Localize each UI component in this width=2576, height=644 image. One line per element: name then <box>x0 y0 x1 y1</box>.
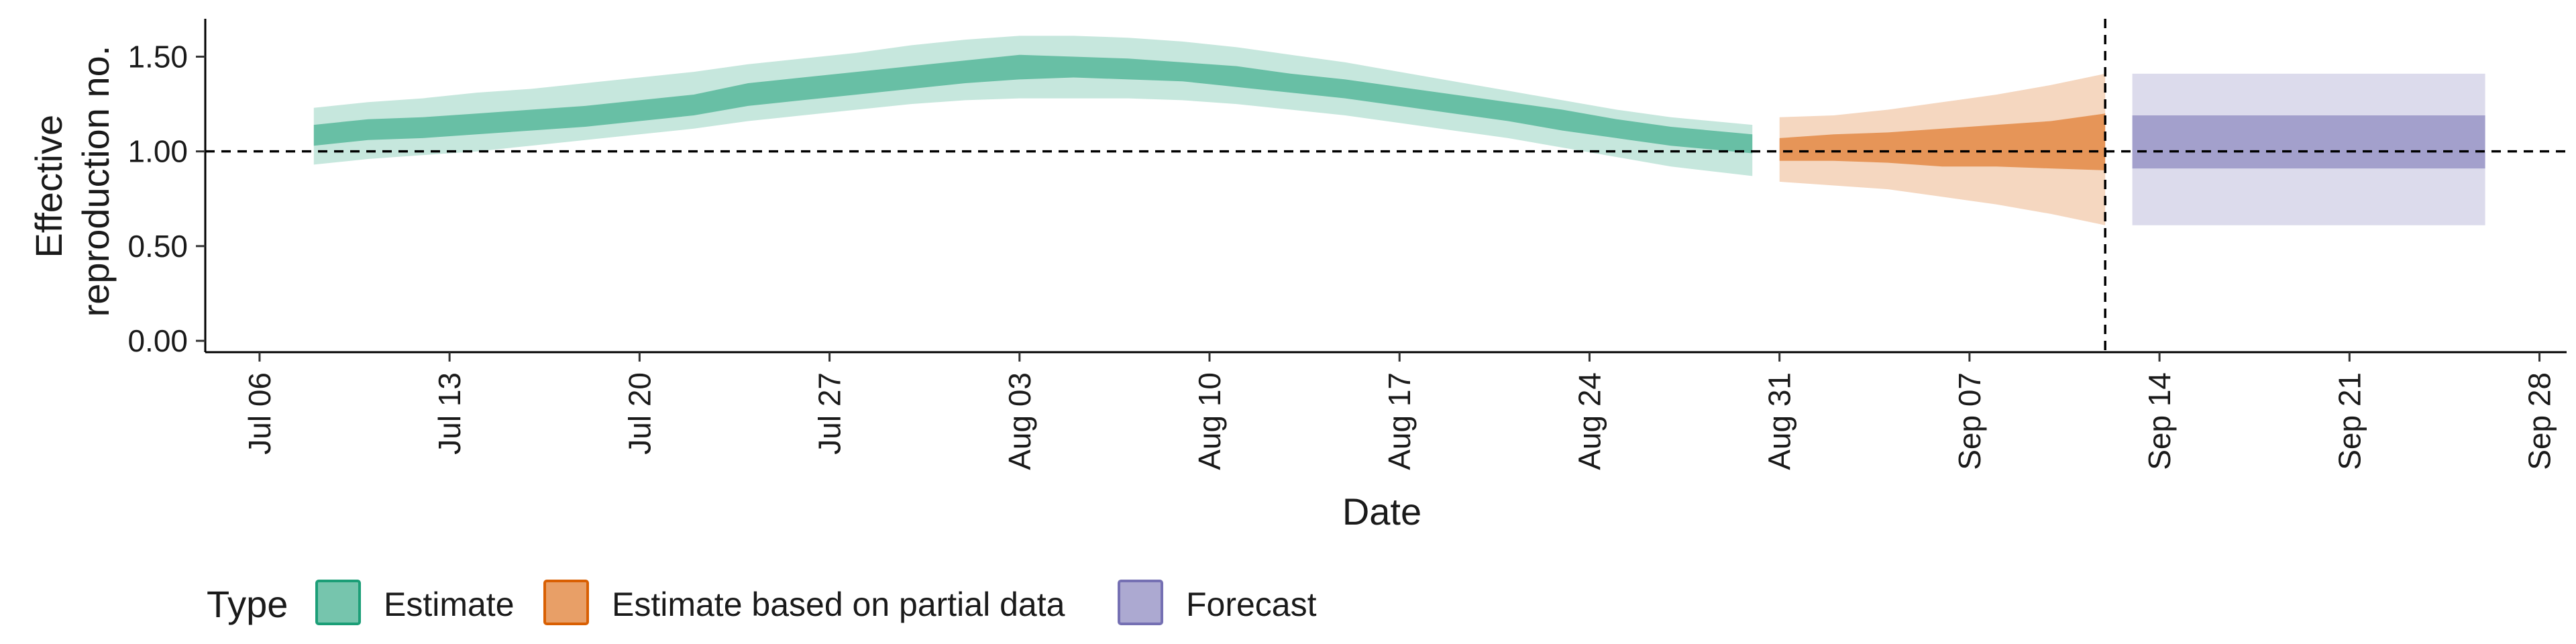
legend-label: Estimate <box>384 586 515 623</box>
series-estimate-based-on-partial-data-inner-band <box>1779 113 2106 170</box>
legend: Type Estimate Estimate based on partial d… <box>207 580 1317 625</box>
x-tick-label: Jul 13 <box>432 372 467 455</box>
x-tick-label: Sep 21 <box>2332 372 2367 470</box>
y-tick-label: 0.00 <box>127 323 188 358</box>
x-tick-label: Sep 07 <box>1952 372 1987 470</box>
x-tick-label: Aug 10 <box>1192 372 1227 470</box>
legend-swatch <box>315 580 361 625</box>
x-tick-label: Aug 17 <box>1382 372 1417 470</box>
legend-label: Forecast <box>1186 586 1317 623</box>
series-estimate-inner-band <box>313 54 1753 154</box>
x-tick-label: Sep 28 <box>2522 372 2557 470</box>
y-axis-title-line-1: Effective <box>28 115 70 258</box>
legend-entries: Estimate Estimate based on partial data Fo… <box>315 580 1317 625</box>
legend-swatch <box>543 580 589 625</box>
x-tick-label: Aug 31 <box>1762 372 1797 470</box>
x-tick-label: Jul 27 <box>812 372 847 455</box>
legend-label: Estimate based on partial data <box>612 586 1065 623</box>
axes <box>204 19 2567 354</box>
x-ticks: Jul 06 Jul 13 Jul 20 Jul 27 Aug 03 Aug 10 Aug … <box>242 352 2557 470</box>
series-estimate-outer-band <box>313 36 1753 176</box>
x-tick-label: Aug 03 <box>1002 372 1037 470</box>
y-ticks: 0.00 0.50 1.00 1.50 <box>127 39 205 358</box>
plot-area <box>205 19 2567 352</box>
y-tick-label: 0.50 <box>127 229 188 264</box>
legend-swatch <box>1118 580 1163 625</box>
y-tick-label: 1.50 <box>127 39 188 74</box>
y-tick-label: 1.00 <box>127 134 188 169</box>
legend-title: Type <box>207 583 288 625</box>
series-forecast-inner-band <box>2132 115 2485 169</box>
x-tick-label: Jul 20 <box>622 372 657 455</box>
x-tick-label: Aug 24 <box>1572 372 1607 470</box>
x-tick-label: Sep 14 <box>2142 372 2177 470</box>
y-axis-title: Effective reproduction no. <box>28 46 117 317</box>
x-axis-title: Date <box>1342 490 1421 533</box>
y-axis-title-line-2: reproduction no. <box>74 46 117 317</box>
x-tick-label: Jul 06 <box>242 372 277 455</box>
